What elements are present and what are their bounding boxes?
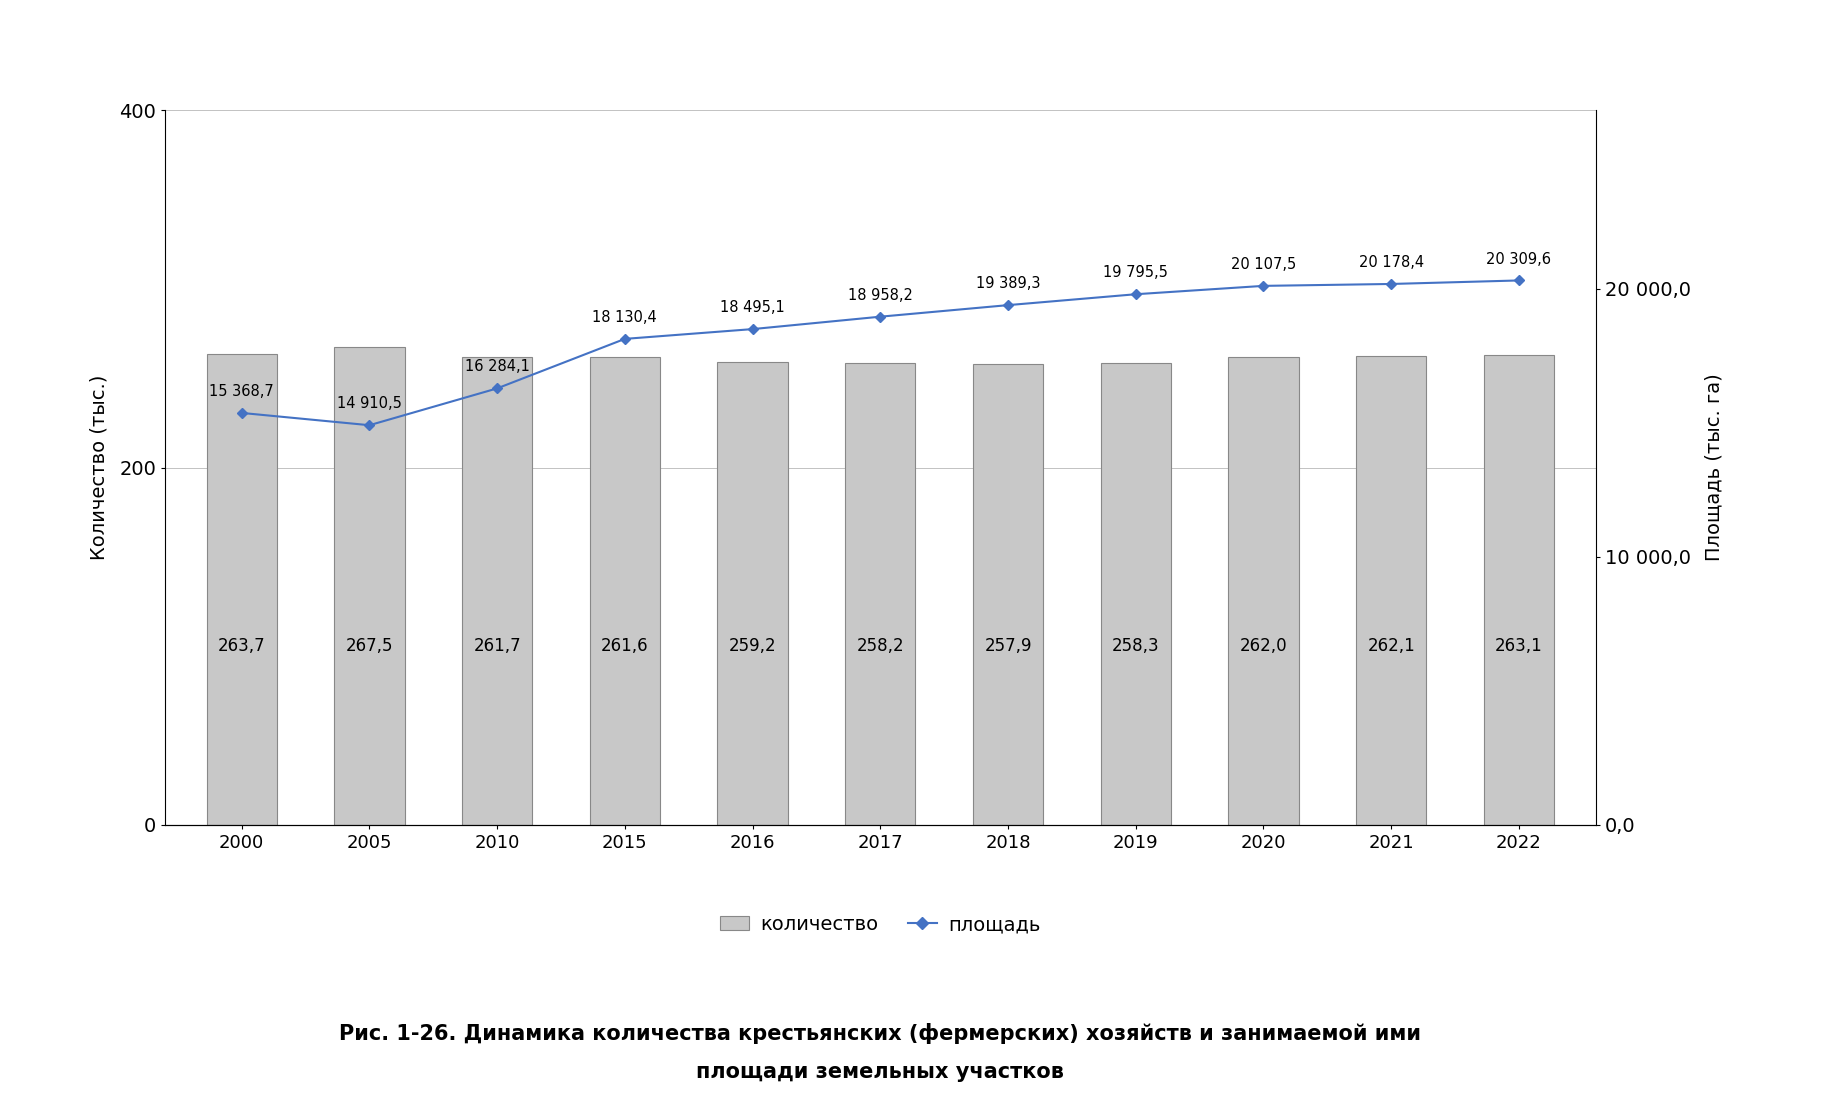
Text: 15 368,7: 15 368,7 bbox=[209, 384, 273, 399]
Text: площади земельных участков: площади земельных участков bbox=[697, 1063, 1064, 1082]
Legend: количество, площадь: количество, площадь bbox=[712, 908, 1049, 942]
Text: 262,0: 262,0 bbox=[1240, 637, 1287, 656]
Text: 263,7: 263,7 bbox=[218, 637, 266, 656]
Text: 20 178,4: 20 178,4 bbox=[1359, 255, 1423, 271]
Text: 18 130,4: 18 130,4 bbox=[592, 310, 657, 324]
Text: 261,6: 261,6 bbox=[602, 637, 649, 656]
Text: 14 910,5: 14 910,5 bbox=[337, 396, 402, 411]
Bar bbox=[1484, 354, 1553, 825]
Bar bbox=[462, 358, 532, 825]
Text: 262,1: 262,1 bbox=[1368, 637, 1416, 656]
Text: 258,2: 258,2 bbox=[856, 637, 904, 656]
Bar bbox=[334, 346, 405, 825]
Text: 259,2: 259,2 bbox=[728, 637, 776, 656]
Text: 19 795,5: 19 795,5 bbox=[1104, 265, 1168, 280]
Bar bbox=[717, 362, 789, 825]
Y-axis label: Количество (тыс.): Количество (тыс.) bbox=[90, 375, 108, 560]
Text: 257,9: 257,9 bbox=[985, 637, 1033, 656]
Text: 20 107,5: 20 107,5 bbox=[1231, 257, 1297, 272]
Bar bbox=[1229, 356, 1298, 825]
Text: 19 389,3: 19 389,3 bbox=[976, 276, 1040, 292]
Y-axis label: Площадь (тыс. га): Площадь (тыс. га) bbox=[1704, 374, 1724, 561]
Text: 18 495,1: 18 495,1 bbox=[721, 300, 785, 316]
Bar bbox=[972, 364, 1044, 825]
Bar bbox=[207, 353, 277, 825]
Text: 16 284,1: 16 284,1 bbox=[464, 360, 530, 374]
Bar bbox=[1100, 363, 1170, 825]
Bar bbox=[1355, 356, 1427, 825]
Bar bbox=[845, 363, 915, 825]
Text: 258,3: 258,3 bbox=[1111, 637, 1159, 656]
Text: 18 958,2: 18 958,2 bbox=[847, 288, 913, 302]
Text: 263,1: 263,1 bbox=[1495, 637, 1542, 656]
Text: 267,5: 267,5 bbox=[345, 637, 392, 656]
Text: 20 309,6: 20 309,6 bbox=[1486, 252, 1552, 266]
Text: 261,7: 261,7 bbox=[473, 637, 521, 656]
Bar bbox=[591, 358, 660, 825]
Text: Рис. 1-26. Динамика количества крестьянских (фермерских) хозяйств и занимаемой и: Рис. 1-26. Динамика количества крестьянс… bbox=[339, 1023, 1421, 1045]
